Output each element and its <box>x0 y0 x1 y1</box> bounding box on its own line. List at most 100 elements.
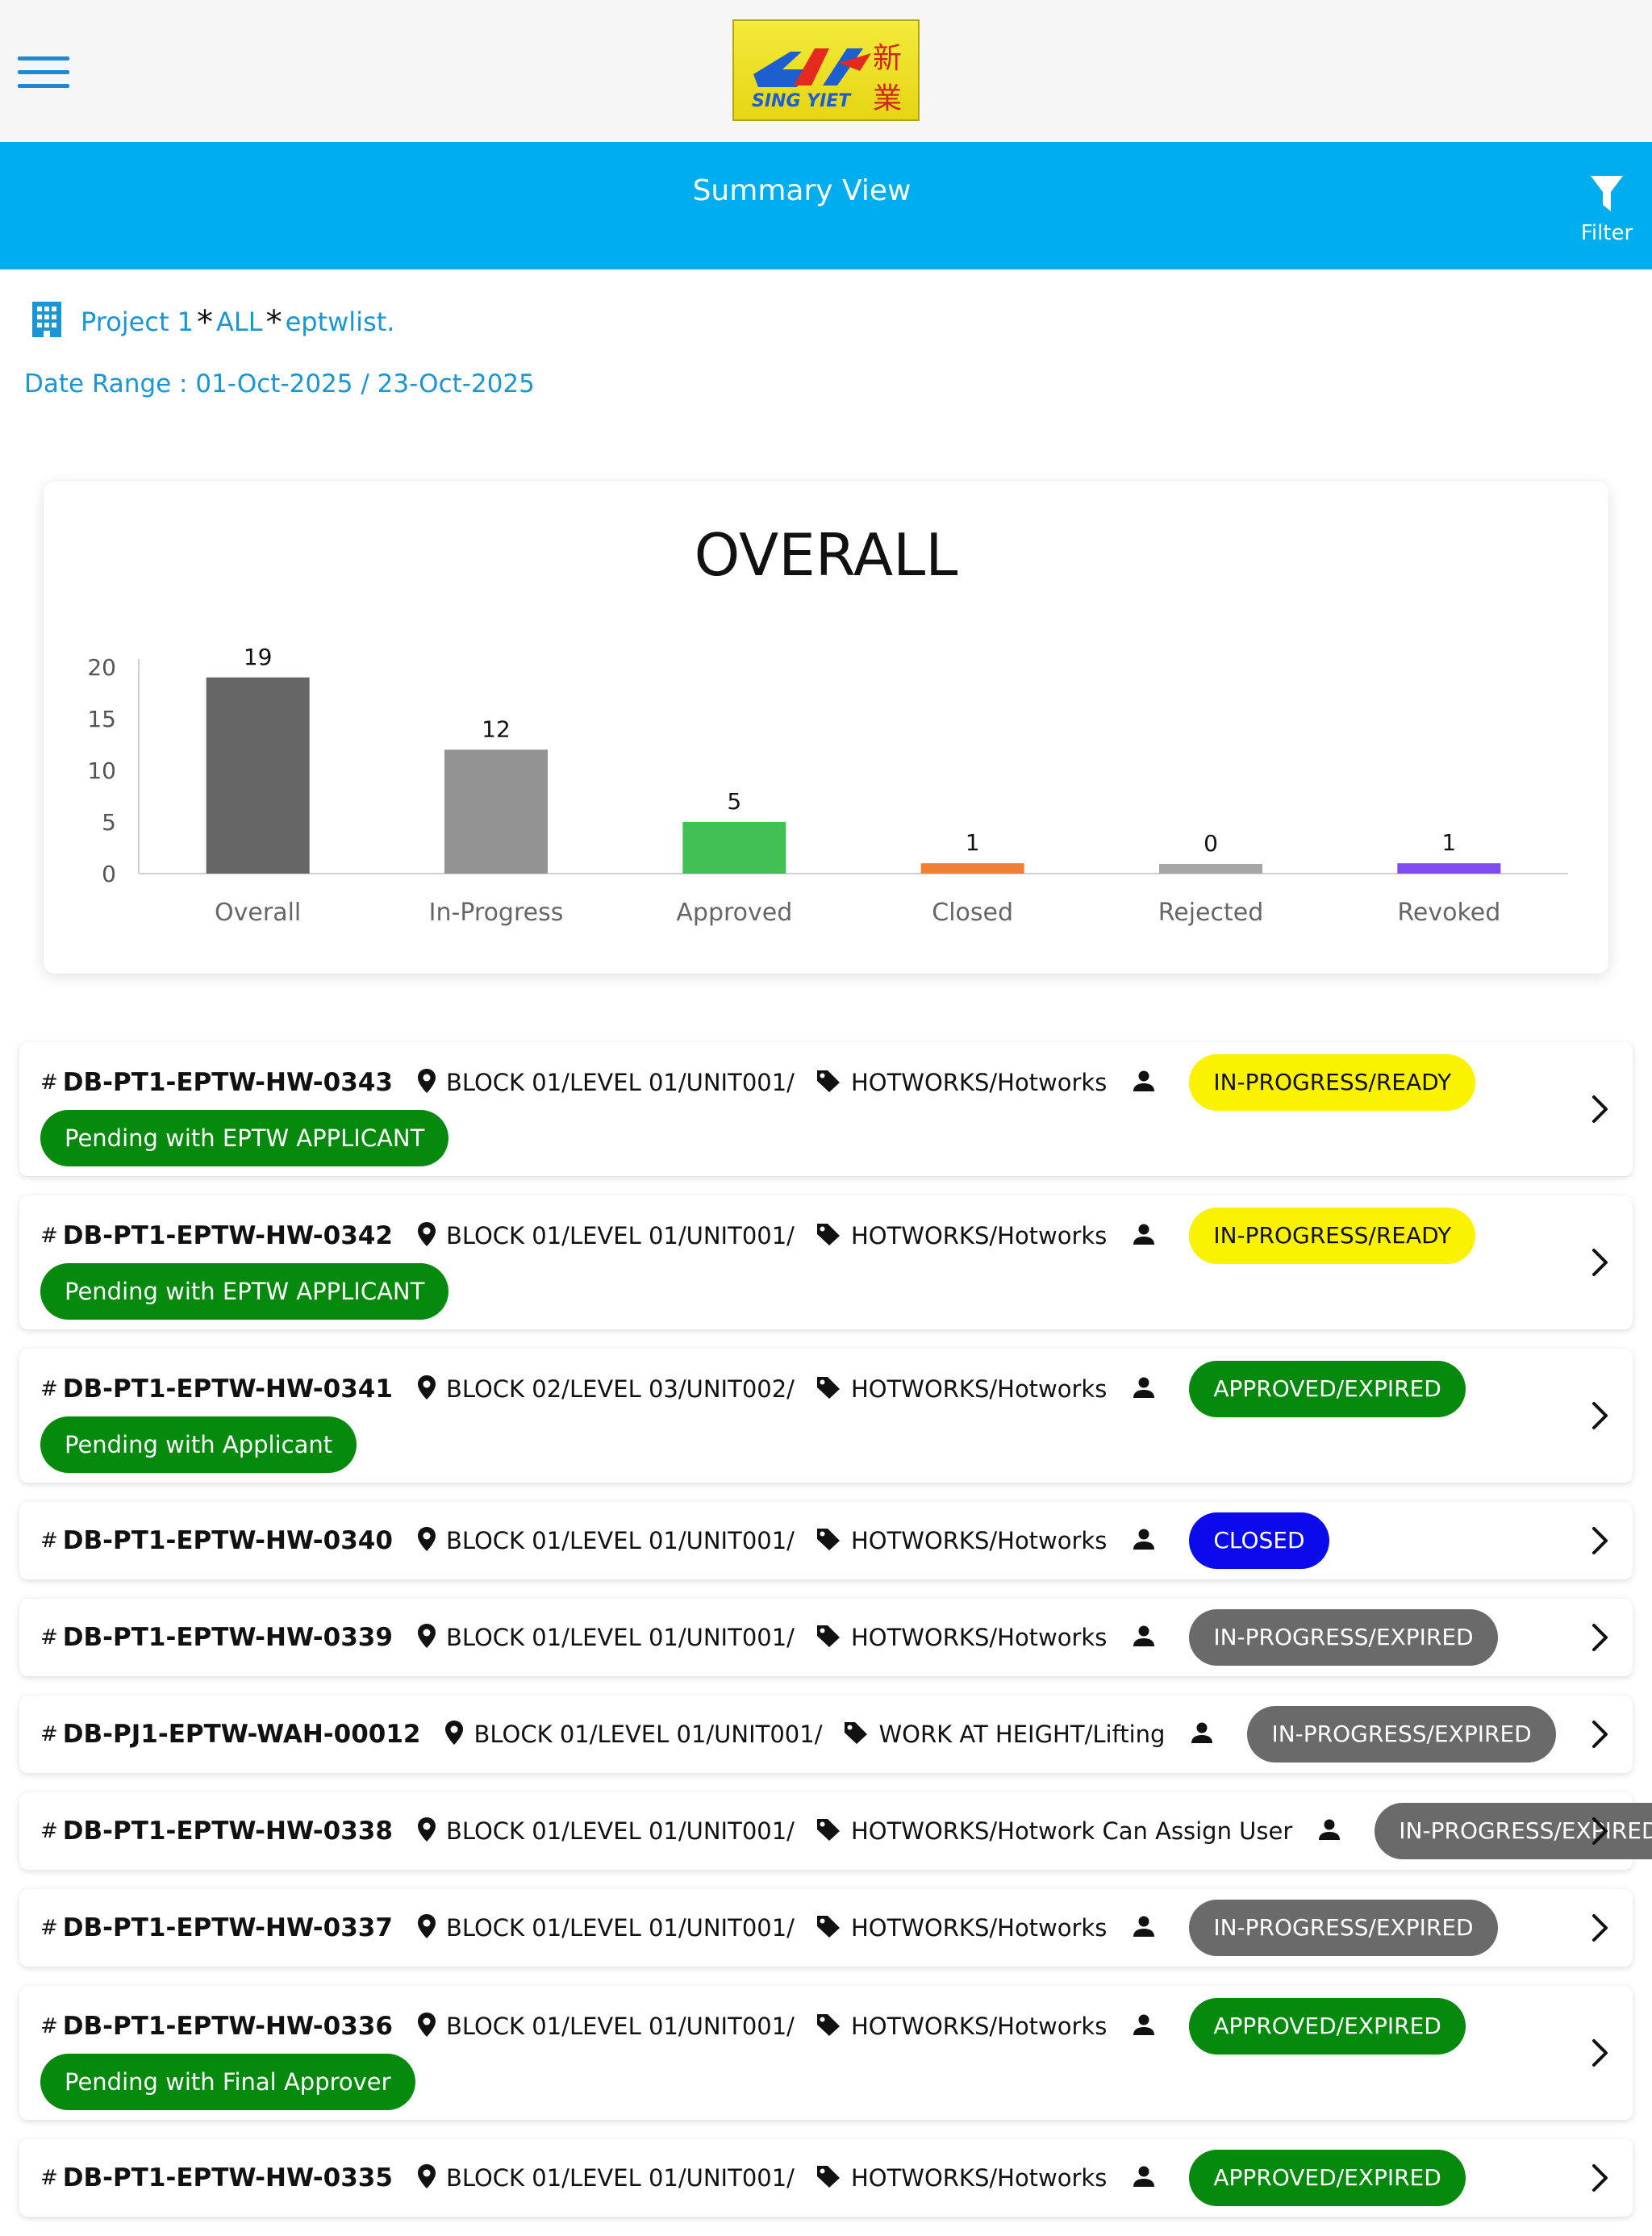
filter-label: Filter <box>1580 221 1633 245</box>
project-list[interactable]: eptwlist. <box>285 307 395 337</box>
logo-chinese-1: 新 <box>873 42 902 75</box>
permit-row: # DB-PT1-EPTW-HW-0343 BLOCK 01/LEVEL 01/UN… <box>40 1042 1476 1123</box>
chevron-right-icon[interactable] <box>1589 1621 1612 1654</box>
permit-card[interactable]: # DB-PT1-EPTW-HW-0336 BLOCK 01/LEVEL 01/UN… <box>19 1986 1633 2120</box>
permit-id: DB-PT1-EPTW-HW-0336 <box>62 2012 393 2041</box>
permit-id: DB-PT1-EPTW-HW-0341 <box>62 1375 393 1404</box>
chart-title: OVERALL <box>695 521 958 589</box>
permit-card[interactable]: # DB-PT1-EPTW-HW-0339 BLOCK 01/LEVEL 01/UN… <box>19 1599 1633 1676</box>
chevron-right-icon[interactable] <box>1589 1525 1612 1557</box>
page-title: Summary View <box>692 174 912 207</box>
permit-card[interactable]: # DB-PT1-EPTW-HW-0338 BLOCK 01/LEVEL 01/UN… <box>19 1792 1652 1870</box>
chevron-right-icon[interactable] <box>1589 2037 1612 2069</box>
person-icon <box>1133 1223 1155 1249</box>
hash-symbol: # <box>40 1916 58 1940</box>
tag-icon <box>843 1721 869 1748</box>
hash-symbol: # <box>40 2014 58 2038</box>
permit-location: BLOCK 01/LEVEL 01/UNIT001/ <box>445 1817 795 1845</box>
hamburger-menu-icon[interactable] <box>18 56 69 89</box>
chevron-right-icon[interactable] <box>1589 1815 1612 1847</box>
bar-in-progress <box>444 749 548 874</box>
permit-id: DB-PT1-EPTW-HW-0338 <box>62 1817 393 1846</box>
tag-icon <box>816 2164 841 2192</box>
map-pin-icon <box>417 1375 436 1404</box>
hash-symbol: # <box>40 1224 58 1248</box>
chevron-right-icon[interactable] <box>1589 1093 1612 1125</box>
date-range-label: Date Range : <box>24 369 188 398</box>
status-badge: APPROVED/EXPIRED <box>1189 2150 1466 2206</box>
permit-card[interactable]: # DB-PT1-EPTW-HW-0341 BLOCK 02/LEVEL 03/UN… <box>19 1349 1633 1483</box>
permit-row: # DB-PT1-EPTW-HW-0340 BLOCK 01/LEVEL 01/UN… <box>40 1502 1329 1579</box>
status-badge: APPROVED/EXPIRED <box>1189 1361 1466 1417</box>
chevron-right-icon[interactable] <box>1589 2162 1612 2194</box>
permit-location: BLOCK 01/LEVEL 01/UNIT001/ <box>445 1222 795 1249</box>
permit-row: # DB-PT1-EPTW-HW-0341 BLOCK 02/LEVEL 03/UN… <box>40 1349 1466 1429</box>
x-tick-label: Revoked <box>1397 899 1500 927</box>
company-logo: SING YIET 新 業 <box>732 19 920 121</box>
date-range: Date Range : 01-Oct-2025 / 23-Oct-2025 <box>24 369 535 398</box>
permit-id: DB-PT1-EPTW-HW-0342 <box>62 1221 393 1250</box>
permit-id: DB-PT1-EPTW-HW-0340 <box>62 1526 393 1555</box>
permit-row: # DB-PJ1-EPTW-WAH-00012 BLOCK 01/LEVEL 01/… <box>40 1696 1556 1773</box>
bar-overall <box>206 677 310 874</box>
permit-row: # DB-PT1-EPTW-HW-0335 BLOCK 01/LEVEL 01/UN… <box>40 2139 1466 2217</box>
status-badge: IN-PROGRESS/EXPIRED <box>1189 1900 1498 1956</box>
person-icon <box>1133 1625 1155 1650</box>
permit-id: DB-PT1-EPTW-HW-0335 <box>62 2163 393 2192</box>
person-icon <box>1133 1915 1155 1941</box>
y-tick-label: 20 <box>87 654 116 681</box>
pending-badge: Pending with Final Approver <box>40 2054 415 2110</box>
permit-card[interactable]: # DB-PT1-EPTW-HW-0337 BLOCK 01/LEVEL 01/UN… <box>19 1889 1633 1967</box>
data-label-approved: 5 <box>727 788 741 815</box>
x-tick-label: Closed <box>932 899 1013 927</box>
permit-card[interactable]: # DB-PJ1-EPTW-WAH-00012 BLOCK 01/LEVEL 01/… <box>19 1696 1633 1773</box>
project-scope[interactable]: ALL <box>216 307 263 337</box>
status-badge: IN-PROGRESS/EXPIRED <box>1189 1609 1498 1666</box>
status-badge: IN-PROGRESS/EXPIRED <box>1375 1803 1652 1859</box>
status-badge: CLOSED <box>1189 1512 1329 1569</box>
person-icon <box>1133 1376 1155 1402</box>
top-bar: SING YIET 新 業 <box>0 0 1652 142</box>
separator-star: * <box>265 304 282 341</box>
filter-button[interactable]: Filter <box>1573 171 1641 252</box>
y-tick-label: 0 <box>102 861 116 887</box>
pending-badge: Pending with EPTW APPLICANT <box>40 1110 449 1166</box>
bar-revoked <box>1397 863 1501 874</box>
logo-chinese-2: 業 <box>873 82 902 115</box>
hash-symbol: # <box>40 1377 58 1401</box>
tag-icon <box>816 1375 841 1403</box>
permit-location: BLOCK 02/LEVEL 03/UNIT002/ <box>445 1375 795 1403</box>
status-badge: IN-PROGRESS/READY <box>1189 1208 1476 1264</box>
project-breadcrumb: Project 1 * ALL * eptwlist. <box>31 300 395 341</box>
hash-symbol: # <box>40 1070 58 1095</box>
permit-card[interactable]: # DB-PT1-EPTW-HW-0343 BLOCK 01/LEVEL 01/UN… <box>19 1042 1633 1176</box>
person-icon <box>1133 2013 1155 2039</box>
data-label-revoked: 1 <box>1441 829 1456 856</box>
status-badge: IN-PROGRESS/EXPIRED <box>1247 1706 1556 1763</box>
permit-card[interactable]: # DB-PT1-EPTW-HW-0340 BLOCK 01/LEVEL 01/UN… <box>19 1502 1633 1579</box>
tag-icon <box>816 2013 841 2040</box>
permit-category: HOTWORKS/Hotworks <box>850 2013 1108 2040</box>
permit-category: HOTWORKS/Hotworks <box>850 1914 1108 1942</box>
permit-location: BLOCK 01/LEVEL 01/UNIT001/ <box>445 2013 795 2040</box>
status-badge: APPROVED/EXPIRED <box>1189 1998 1466 2055</box>
hash-symbol: # <box>40 2166 58 2190</box>
permit-location: BLOCK 01/LEVEL 01/UNIT001/ <box>445 1624 795 1651</box>
permit-row: # DB-PT1-EPTW-HW-0339 BLOCK 01/LEVEL 01/UN… <box>40 1599 1498 1676</box>
chevron-right-icon[interactable] <box>1589 1912 1612 1944</box>
permit-card[interactable]: # DB-PT1-EPTW-HW-0342 BLOCK 01/LEVEL 01/UN… <box>19 1195 1633 1329</box>
hash-symbol: # <box>40 1625 58 1650</box>
hash-symbol: # <box>40 1819 58 1843</box>
map-pin-icon <box>417 1221 436 1250</box>
project-name[interactable]: Project 1 <box>81 307 194 337</box>
permit-category: HOTWORKS/Hotworks <box>850 1527 1108 1554</box>
permit-category: HOTWORKS/Hotworks <box>850 1375 1108 1403</box>
data-label-overall: 19 <box>244 644 273 670</box>
permit-card[interactable]: # DB-PT1-EPTW-HW-0335 BLOCK 01/LEVEL 01/UN… <box>19 2139 1633 2217</box>
chevron-right-icon[interactable] <box>1589 1718 1612 1750</box>
map-pin-icon <box>417 1913 436 1942</box>
permit-id: DB-PT1-EPTW-HW-0343 <box>62 1068 393 1097</box>
chevron-right-icon[interactable] <box>1589 1246 1612 1279</box>
chevron-right-icon[interactable] <box>1589 1400 1612 1432</box>
